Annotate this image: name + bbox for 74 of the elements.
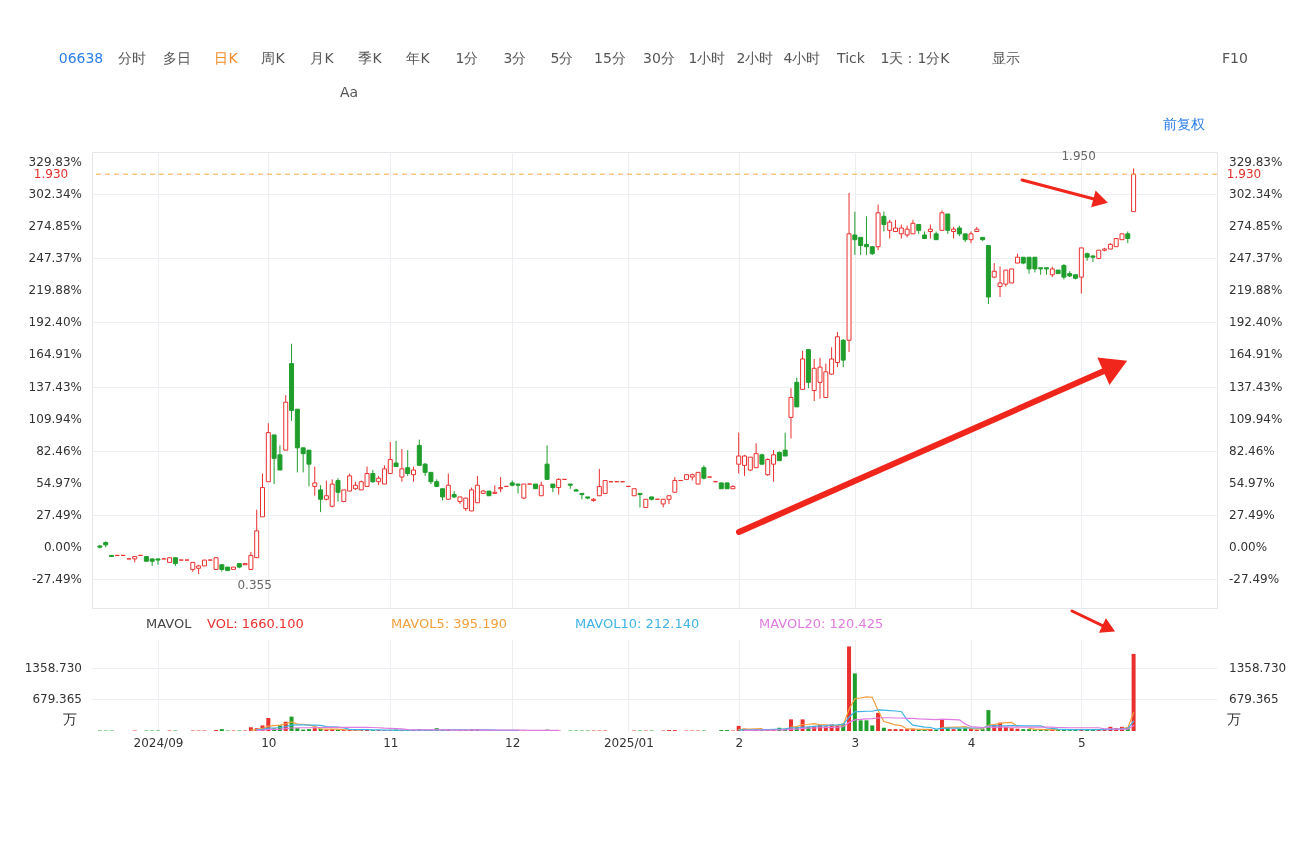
- text: 季K: [358, 50, 383, 66]
- y-tick-label: 54.97%: [36, 475, 82, 490]
- text: 月K: [310, 50, 335, 66]
- y2-tick-label: 137.43%: [1229, 379, 1283, 394]
- y-tick-label: -27.49%: [31, 572, 82, 587]
- text: 日K: [214, 50, 239, 66]
- y2-tick-label: 27.49%: [1229, 508, 1275, 523]
- x-tick-label: 4: [967, 735, 976, 750]
- y-tick-label: 82.46%: [36, 443, 82, 458]
- x-tick-label: 2025/01: [603, 735, 654, 750]
- text: 06638: [58, 50, 104, 66]
- text: 显示: [992, 50, 1020, 66]
- y-tick-label: 137.43%: [28, 379, 82, 394]
- y2-tick-label: 219.88%: [1229, 283, 1283, 298]
- y-tick-label: 219.88%: [28, 283, 82, 298]
- y-tick-label: 0.00%: [43, 540, 82, 555]
- y-tick-label: 192.40%: [28, 315, 82, 330]
- text: 5分: [550, 50, 574, 66]
- annotation: 0.355: [237, 578, 272, 593]
- x-tick-label: 12: [505, 735, 521, 750]
- text: 3分: [503, 50, 527, 66]
- text: 4小时: [783, 50, 821, 66]
- y-tick-label: 329.83%: [28, 154, 82, 169]
- x-tick-label: 3: [851, 735, 860, 750]
- text: 多日: [163, 50, 191, 66]
- text: Aa: [339, 84, 359, 100]
- y-tick-label: 247.37%: [28, 250, 82, 265]
- text: 周K: [261, 50, 286, 66]
- y2-tick-label: 54.97%: [1229, 475, 1275, 490]
- x-tick-label: 5: [1078, 735, 1086, 750]
- y2-tick-label: 1358.730: [1229, 660, 1287, 675]
- text: 15分: [594, 50, 626, 66]
- y2-tick-label: 164.91%: [1229, 347, 1283, 362]
- x-tick-label: 2: [735, 735, 744, 750]
- y2-tick-label: 0.00%: [1229, 540, 1268, 555]
- y-tick-label: 302.34%: [28, 186, 82, 201]
- x-tick-label: 11: [383, 735, 399, 750]
- text: 30分: [643, 50, 675, 66]
- y2-tick-label: 192.40%: [1229, 315, 1283, 330]
- y2-tick-label: 302.34%: [1229, 186, 1283, 201]
- y-tick-label: 1358.730: [24, 660, 82, 675]
- y2-tick-label: 109.94%: [1229, 411, 1283, 426]
- text: MAVOL10: 212.140: [575, 616, 700, 631]
- legend-title: MAVOL: [146, 616, 193, 631]
- x-tick-label: 10: [261, 735, 277, 750]
- text: 1分: [455, 50, 479, 66]
- text: MAVOL5: 395.190: [391, 616, 507, 631]
- x-tick-label: 2024/09: [133, 735, 184, 750]
- text: 分时: [118, 50, 146, 66]
- text: 前复权: [1163, 116, 1205, 132]
- y-tick-label: 27.49%: [36, 508, 82, 523]
- y-tick-label: 274.85%: [28, 218, 82, 233]
- y2-tick-label: 679.365: [1229, 692, 1279, 707]
- text: 1天：1分K: [880, 50, 951, 66]
- text: 1.930: [33, 167, 69, 182]
- y2-tick-label: -27.49%: [1229, 572, 1280, 587]
- text: 2小时: [736, 50, 774, 66]
- y2-tick-label: 247.37%: [1229, 250, 1283, 265]
- text: 1.930: [1226, 167, 1262, 182]
- y2-tick-label: 329.83%: [1229, 154, 1283, 169]
- y-axis-title: 万: [63, 711, 77, 727]
- y-tick-label: 164.91%: [28, 347, 82, 362]
- y2-axis-title: 万: [1227, 711, 1241, 727]
- text: 年K: [406, 50, 431, 66]
- y2-tick-label: 82.46%: [1229, 443, 1275, 458]
- y-tick-label: 679.365: [32, 692, 82, 707]
- annotation: 1.950: [1061, 149, 1096, 164]
- text: 1小时: [688, 50, 726, 66]
- y-tick-label: 109.94%: [28, 411, 82, 426]
- text: Tick: [836, 50, 866, 66]
- text: VOL: 1660.100: [207, 616, 304, 631]
- y2-tick-label: 274.85%: [1229, 218, 1283, 233]
- text: MAVOL20: 120.425: [759, 616, 884, 631]
- text: F10: [1222, 50, 1248, 66]
